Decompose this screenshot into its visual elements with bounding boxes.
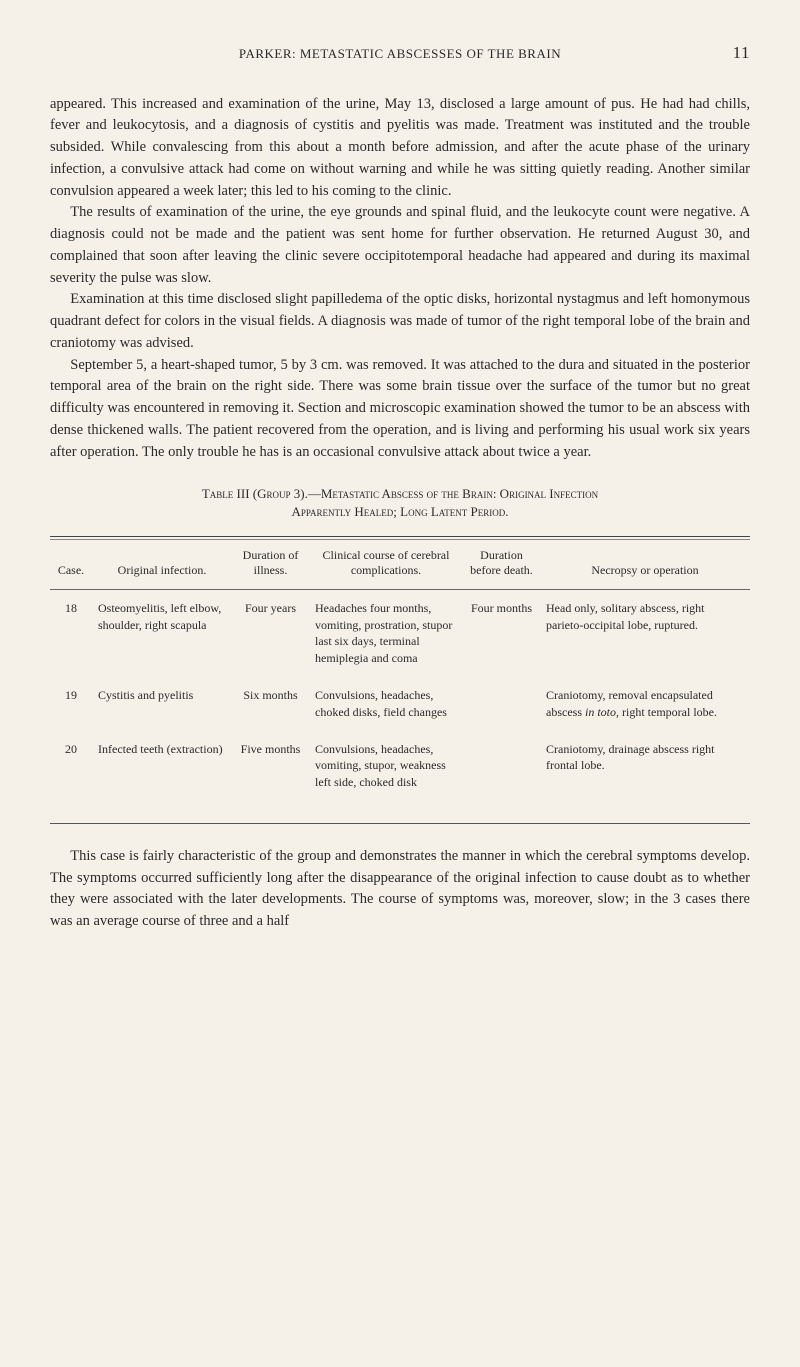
cell-clinical-course: Convulsions, headaches, vomiting, stupor… (309, 731, 463, 805)
cell-clinical-course: Headaches four months, vomiting, prostra… (309, 589, 463, 677)
cell-case: 18 (50, 589, 92, 677)
paragraph-2: The results of examination of the urine,… (50, 202, 750, 289)
col-header-duration-before-death: Duration before death. (463, 540, 540, 590)
col-header-necropsy: Necropsy or operation (540, 540, 750, 590)
table-caption-line1: Table III (Group 3).—Metastatic Abscess … (202, 486, 598, 501)
table-row: 20 Infected teeth (extraction) Five mont… (50, 731, 750, 805)
cell-original-infection: Osteomyelitis, left elbow, shoulder, rig… (92, 589, 232, 677)
paragraph-4: September 5, a heart-shaped tumor, 5 by … (50, 355, 750, 464)
cell-duration-illness: Five months (232, 731, 309, 805)
data-table: Case. Original infection. Duration of il… (50, 540, 750, 805)
paragraph-3: Examination at this time disclosed sligh… (50, 289, 750, 354)
cell-original-infection: Infected teeth (extraction) (92, 731, 232, 805)
table-caption: Table III (Group 3).—Metastatic Abscess … (50, 485, 750, 521)
page-header: PARKER: METASTATIC ABSCESSES OF THE BRAI… (50, 40, 750, 66)
col-header-duration-illness: Duration of illness. (232, 540, 309, 590)
cell-case: 20 (50, 731, 92, 805)
page-number: 11 (720, 40, 750, 66)
col-header-original-infection: Original infection. (92, 540, 232, 590)
table-header-row: Case. Original infection. Duration of il… (50, 540, 750, 590)
cell-duration-before-death (463, 731, 540, 805)
cell-case: 19 (50, 677, 92, 731)
cell-original-infection: Cystitis and pyelitis (92, 677, 232, 731)
table-row: 19 Cystitis and pyelitis Six months Conv… (50, 677, 750, 731)
cell-clinical-course: Convulsions, headaches, choked disks, fi… (309, 677, 463, 731)
table-rule-bottom (50, 823, 750, 824)
cell-duration-before-death: Four months (463, 589, 540, 677)
table-body: 18 Osteomyelitis, left elbow, shoulder, … (50, 589, 750, 805)
table-row: 18 Osteomyelitis, left elbow, shoulder, … (50, 589, 750, 677)
cell-necropsy: Craniotomy, removal encapsulated abscess… (540, 677, 750, 731)
paragraph-1: appeared. This increased and examination… (50, 94, 750, 203)
col-header-clinical-course: Clinical course of cerebral complication… (309, 540, 463, 590)
paragraph-5: This case is fairly characteristic of th… (50, 846, 750, 933)
cell-duration-illness: Four years (232, 589, 309, 677)
col-header-case: Case. (50, 540, 92, 590)
cell-necropsy: Craniotomy, drainage abscess right front… (540, 731, 750, 805)
cell-duration-illness: Six months (232, 677, 309, 731)
cell-necropsy: Head only, solitary abscess, right parie… (540, 589, 750, 677)
running-head: PARKER: METASTATIC ABSCESSES OF THE BRAI… (80, 44, 720, 64)
cell-duration-before-death (463, 677, 540, 731)
table-caption-line2: Apparently Healed; Long Latent Period. (291, 504, 508, 519)
